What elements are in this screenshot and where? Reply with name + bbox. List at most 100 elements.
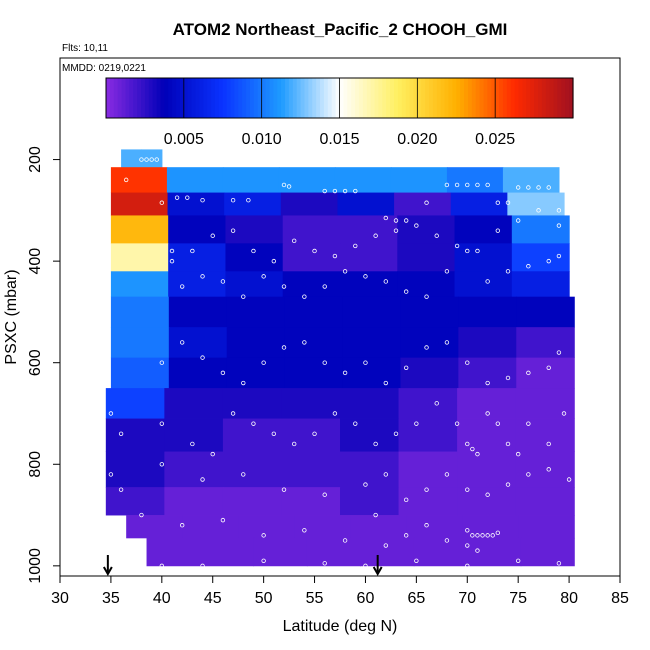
heatmap-cell	[394, 192, 452, 216]
colorbar-swatch	[331, 78, 337, 118]
heatmap-cell	[342, 296, 402, 328]
observation-point	[495, 421, 501, 426]
colorbar-swatch	[125, 78, 130, 118]
observation-point	[363, 563, 368, 569]
observation-point	[465, 528, 470, 533]
heatmap-cell	[397, 215, 456, 244]
colorbar-swatch	[195, 78, 200, 118]
observation-point	[149, 157, 154, 162]
observation-point	[200, 563, 205, 569]
arrow-head	[102, 566, 113, 577]
colorbar-swatch	[339, 78, 344, 118]
observation-point	[556, 223, 562, 228]
observation-point	[556, 561, 562, 566]
observation-point	[174, 195, 180, 200]
colorbar-swatch	[358, 78, 364, 118]
y-axis-label: PSXC (mbar)	[3, 269, 20, 364]
heatmap-cell	[398, 487, 458, 516]
heatmap-cell	[105, 451, 165, 488]
observation-point	[515, 185, 521, 190]
heatmap-cell	[457, 451, 517, 488]
colorbar-swatch	[137, 78, 142, 118]
heatmap-cell	[284, 296, 344, 328]
colorbar-swatch	[230, 78, 236, 118]
observation-point	[403, 533, 409, 538]
colorbar-swatch	[460, 78, 465, 118]
heatmap-cell	[168, 327, 228, 359]
colorbar-swatch	[491, 78, 496, 118]
observation-point	[465, 182, 470, 188]
colorbar-swatch	[502, 78, 508, 118]
heatmap-cell	[454, 271, 513, 298]
observation-point	[281, 487, 287, 492]
observation-point	[179, 340, 185, 345]
heatmap-cell	[110, 167, 168, 193]
observation-point	[332, 253, 338, 259]
heatmap-cell	[458, 327, 517, 359]
chart-title: ATOM2 Northeast_Pacific_2 CHOOH_GMI	[173, 20, 508, 39]
observation-point	[505, 482, 511, 487]
colorbar-swatch	[378, 78, 383, 118]
observation-point	[566, 477, 572, 482]
heatmap-cell	[398, 388, 458, 419]
heatmap-cell	[515, 451, 575, 488]
colorbar-swatch	[257, 78, 263, 118]
heatmap-cell	[222, 451, 283, 488]
colorbar-swatch	[483, 78, 488, 118]
observation-point	[403, 497, 409, 503]
heatmap-cell	[110, 327, 170, 359]
observation-point	[373, 441, 378, 447]
colorbar-swatch	[187, 78, 193, 118]
y-tick-label: 200	[27, 146, 44, 173]
colorbar-swatch	[199, 78, 204, 118]
colorbar-swatch	[323, 78, 329, 118]
observation-point	[271, 258, 277, 264]
observation-point	[424, 294, 429, 299]
colorbar-swatch	[405, 78, 411, 118]
observation-point	[200, 274, 205, 279]
colorbar-swatch	[397, 78, 403, 118]
observation-point	[475, 182, 480, 188]
heatmap-cell	[121, 149, 143, 168]
heatmap-cell	[105, 487, 165, 516]
observation-point	[230, 197, 236, 203]
colorbar-swatch	[207, 78, 212, 118]
observation-point	[179, 523, 185, 528]
observation-point	[251, 421, 256, 426]
colorbar-swatch	[537, 78, 543, 118]
colorbar-swatch	[440, 78, 446, 118]
colorbar-tick-label: 0.005	[164, 131, 204, 148]
observation-point	[485, 492, 490, 497]
y-tick-label: 1000	[27, 548, 44, 584]
y-axis: 200 400 600 800 1000	[27, 146, 60, 584]
colorbar-swatch	[448, 78, 453, 118]
colorbar-swatch	[238, 78, 243, 118]
colorbar-swatch	[222, 78, 228, 118]
observation-point	[169, 248, 175, 254]
observation-point	[322, 284, 327, 289]
colorbar-swatch	[374, 78, 380, 118]
observation-point	[190, 248, 195, 254]
heatmap-cell	[398, 418, 458, 452]
heatmap-cell	[281, 388, 341, 419]
observation-point	[490, 533, 495, 538]
heatmap-cell	[520, 537, 575, 567]
x-tick-label: 55	[306, 590, 324, 607]
colorbar-swatch	[261, 78, 267, 118]
heatmap-cell	[222, 388, 283, 419]
observation-point	[515, 451, 521, 457]
observation-point	[485, 182, 490, 188]
heatmap-cell	[342, 357, 402, 389]
observation-point	[154, 157, 159, 162]
plot-frame	[59, 57, 621, 577]
observation-point	[561, 411, 567, 416]
observation-point	[470, 446, 475, 452]
heatmap-cell	[457, 418, 517, 452]
colorbar-swatch	[203, 78, 208, 118]
heatmap-cell	[226, 327, 286, 359]
colorbar-swatch	[347, 78, 352, 118]
observation-point	[159, 421, 165, 426]
observation-point	[241, 380, 246, 386]
heatmap-cell	[167, 192, 225, 216]
heatmap-cell	[515, 418, 575, 452]
